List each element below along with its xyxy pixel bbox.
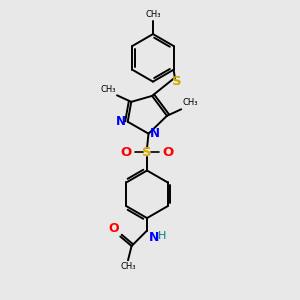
Text: S: S bbox=[142, 146, 152, 159]
Text: CH₃: CH₃ bbox=[120, 262, 136, 271]
Text: CH₃: CH₃ bbox=[145, 10, 161, 19]
Text: N: N bbox=[116, 115, 126, 128]
Text: S: S bbox=[172, 74, 181, 88]
Text: O: O bbox=[121, 146, 132, 159]
Text: O: O bbox=[162, 146, 173, 159]
Text: CH₃: CH₃ bbox=[182, 98, 198, 107]
Text: H: H bbox=[158, 231, 167, 242]
Text: O: O bbox=[108, 222, 119, 235]
Text: N: N bbox=[149, 231, 159, 244]
Text: N: N bbox=[150, 127, 160, 140]
Text: CH₃: CH₃ bbox=[100, 85, 116, 94]
